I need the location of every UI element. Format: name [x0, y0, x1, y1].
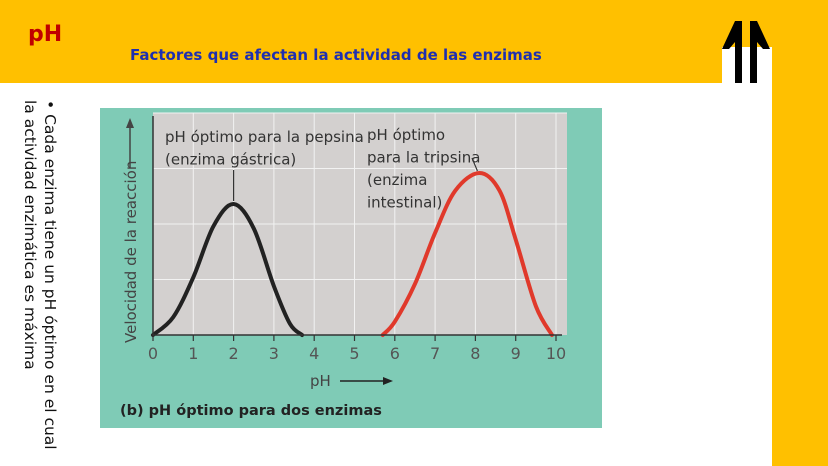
x-tick-label: 10 — [546, 344, 566, 363]
x-tick-label: 0 — [148, 344, 158, 363]
double-arrow-up-logo-icon — [722, 21, 770, 83]
pepsin-annotation-line: (enzima gástrica) — [165, 151, 296, 169]
x-axis-label: pH — [310, 372, 331, 390]
x-tick-label: 6 — [390, 344, 400, 363]
grid — [153, 112, 567, 335]
annotations: pH óptimo para la pepsina (enzima gástric… — [165, 126, 480, 212]
trypsin-annotation-line: para la tripsina — [367, 149, 480, 167]
x-arrow-head-icon — [383, 377, 393, 385]
curves — [151, 170, 554, 337]
x-tick-label: 7 — [430, 344, 440, 363]
pepsin-annotation-line: pH óptimo para la pepsina — [165, 128, 364, 146]
bullet-point: • Cada enzima tiene un pH óptimo en el c… — [20, 100, 60, 460]
x-tick-label: 4 — [309, 344, 319, 363]
pepsin-curve — [151, 202, 305, 337]
x-tick-label: 2 — [229, 344, 239, 363]
header-bar — [0, 0, 828, 83]
ph-chart: 0 1 2 3 4 5 6 7 8 9 10 pH Velocidad de la reacción… — [100, 108, 602, 428]
logo-background — [722, 47, 772, 83]
right-accent-bar — [772, 83, 828, 466]
slide-subtitle: Factores que afectan la actividad de las… — [130, 46, 542, 64]
y-axis-label: Velocidad de la reacción — [122, 161, 140, 343]
chart-caption: (b) pH óptimo para dos enzimas — [120, 403, 382, 419]
trypsin-annotation-line: intestinal) — [367, 194, 442, 212]
trypsin-leader-line — [471, 157, 478, 172]
trypsin-annotation-line: (enzima — [367, 171, 427, 189]
bullet-dot-icon: • — [41, 100, 59, 115]
x-ticks: 0 1 2 3 4 5 6 7 8 9 10 — [148, 335, 566, 363]
bullet-text: Cada enzima tiene un pH óptimo en el cua… — [21, 100, 59, 450]
trypsin-curve — [380, 170, 554, 337]
trypsin-annotation-line: pH óptimo — [367, 126, 445, 144]
x-tick-label: 1 — [188, 344, 198, 363]
y-arrow-head-icon — [126, 118, 134, 128]
x-tick-label: 9 — [511, 344, 521, 363]
slide-title: pH — [28, 22, 63, 47]
x-tick-label: 8 — [470, 344, 480, 363]
x-tick-label: 3 — [269, 344, 279, 363]
x-tick-label: 5 — [349, 344, 359, 363]
